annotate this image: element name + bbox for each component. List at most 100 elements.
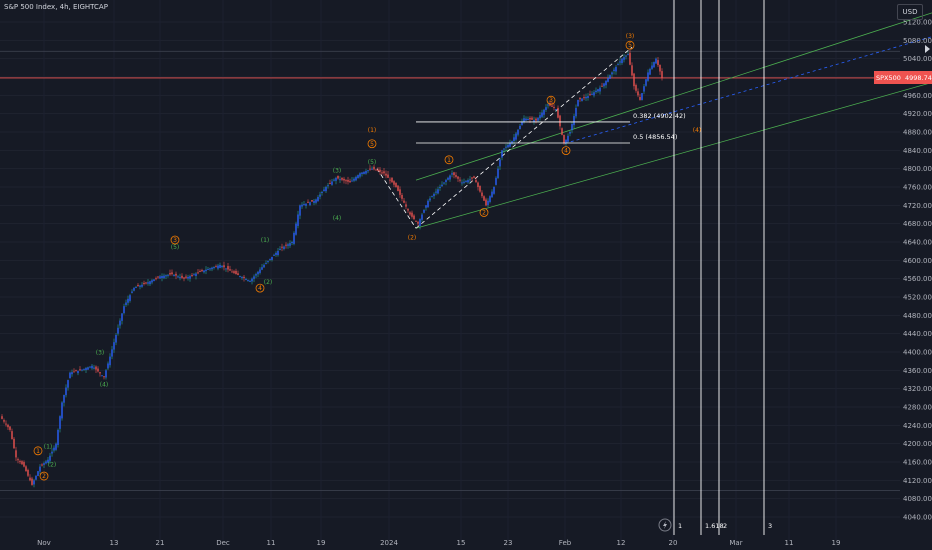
candle-body (367, 170, 369, 172)
wave-label-text: 5 (628, 42, 632, 49)
wave-label-text: (5) (368, 159, 377, 166)
candle-body (653, 62, 655, 68)
candle-body (623, 57, 625, 60)
wave-label-text: (2) (408, 235, 417, 242)
candle-body (589, 94, 591, 96)
candle-body (539, 115, 541, 119)
candle-body (585, 96, 587, 99)
wave-label-text: (3) (333, 167, 342, 174)
candle-body (101, 375, 103, 377)
candle-body (37, 471, 39, 476)
time-axis[interactable]: Nov 13 21 Dec 11 19 2024 15 23 Feb 12 20 Mar 11 19 (37, 539, 840, 547)
wave-label: 3 (170, 235, 180, 245)
candle-body (525, 118, 527, 121)
candle-body (267, 260, 269, 262)
candle-body (503, 148, 505, 150)
candle-body (327, 185, 329, 187)
candle-body (189, 276, 191, 279)
scroll-right-arrow[interactable] (925, 45, 930, 53)
price-axis-label: 4280.00 (903, 404, 932, 412)
candle-body (571, 123, 573, 131)
candle-body (363, 171, 365, 174)
currency-button[interactable]: USD (897, 4, 923, 20)
candle-body (149, 281, 151, 285)
candle-body (535, 118, 537, 121)
time-zone-label: 1.618 (705, 522, 724, 530)
candle-body (191, 274, 193, 276)
candle-body (209, 268, 211, 270)
candle-body (345, 180, 347, 182)
candle-body (501, 150, 503, 158)
price-axis-label: 4960.00 (903, 92, 932, 100)
candle-body (603, 83, 605, 87)
candle-body (237, 273, 239, 276)
candle-body (21, 461, 23, 465)
candle-body (483, 196, 485, 201)
candle-body (309, 202, 311, 206)
candle-body (527, 119, 529, 121)
candle-body (605, 80, 607, 86)
time-axis-label: Dec (216, 539, 230, 547)
candle-body (497, 168, 499, 178)
price-axis-label: 4840.00 (903, 147, 932, 155)
lightning-icon-ring (658, 518, 672, 532)
candle-body (13, 438, 15, 449)
candle-body (25, 466, 27, 472)
price-axis-label: 4120.00 (903, 477, 932, 485)
candle-body (461, 182, 463, 184)
candle-body (289, 243, 291, 246)
candle-body (197, 272, 199, 274)
candle-body (287, 244, 289, 246)
candle-body (601, 85, 603, 87)
candle-body (257, 271, 259, 275)
price-axis-label: 5120.00 (903, 19, 932, 27)
candle-body (573, 115, 575, 126)
candle-body (657, 60, 659, 66)
candle-body (277, 250, 279, 256)
candle-body (329, 183, 331, 185)
wave-label: 4 (255, 283, 265, 293)
candle-body (1, 416, 3, 419)
candle-body (47, 459, 49, 463)
candle-body (651, 65, 653, 69)
candle-body (157, 276, 159, 278)
candle-body (437, 189, 439, 194)
lightning-icon (663, 521, 667, 529)
lightning-button[interactable] (658, 518, 672, 532)
wave-label-text: 3 (549, 97, 553, 104)
wave-label: (5) (751, 0, 760, 1)
candle-body (195, 273, 197, 277)
candle-body (87, 367, 89, 370)
candle-body (475, 180, 477, 183)
candle-body (303, 204, 305, 206)
candle-body (57, 429, 59, 445)
candle-body (429, 198, 431, 201)
price-axis[interactable]: 5120.005080.005040.005000.004960.004920.… (903, 19, 932, 522)
candle-body (127, 298, 129, 303)
candle-body (463, 181, 465, 183)
candle-body (51, 451, 53, 454)
candle-body (269, 258, 271, 260)
wave-label: (2) (408, 235, 417, 242)
candle-body (265, 262, 267, 264)
candle-body (339, 179, 341, 181)
candle-body (163, 275, 165, 279)
price-axis-label: 4560.00 (903, 275, 932, 283)
candle-body (91, 365, 93, 369)
candle-body (5, 423, 7, 425)
candle-body (99, 372, 101, 374)
candle-body (231, 271, 233, 273)
candle-body (205, 269, 207, 272)
candle-body (423, 209, 425, 213)
candle-body (285, 244, 287, 246)
wave-label: 5 (625, 40, 635, 50)
wave-label-text: (4) (333, 215, 342, 222)
candle-body (121, 313, 123, 321)
candle-body (123, 306, 125, 314)
candle-body (551, 105, 553, 107)
candle-body (295, 223, 297, 235)
candle-body (227, 266, 229, 270)
play-icon (925, 45, 930, 53)
candle-body (383, 171, 385, 174)
